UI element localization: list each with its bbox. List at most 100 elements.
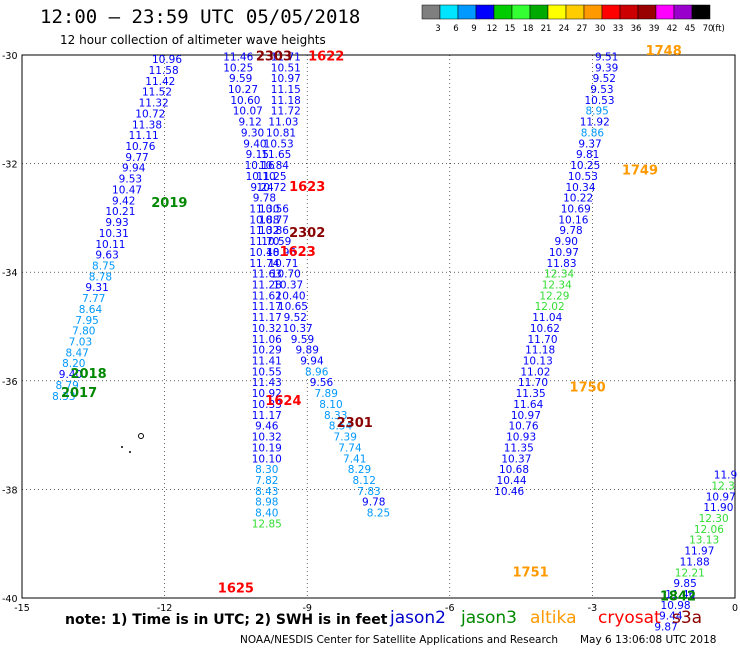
data-point-label: 12.06 (694, 524, 724, 536)
data-point-label: 12.34 (544, 269, 574, 281)
data-point-label: 10.25 (223, 62, 253, 74)
colorbar-tick: 9 (471, 24, 476, 34)
data-point-label: 11.15 (271, 84, 301, 96)
colorbar-swatch (475, 4, 495, 20)
colorbar-tick: 24 (559, 24, 570, 34)
credit-line: NOAA/NESDIS Center for Satellite Applica… (240, 634, 558, 646)
data-point-label: 8.12 (353, 475, 376, 487)
timestamp: May 6 13:06:08 UTC 2018 (580, 634, 717, 646)
island-marker (138, 433, 144, 439)
data-point-label: 10.88 (249, 214, 279, 226)
legend-altika: altika (530, 608, 577, 628)
data-point-label: 10.16 (558, 214, 588, 226)
colorbar-tick: 39 (649, 24, 660, 34)
colorbar-swatch (601, 4, 621, 20)
data-point-label: 9.30 (241, 127, 264, 139)
pass-time-label: 1751 (513, 565, 549, 580)
legend-s3a: s3a (672, 608, 703, 628)
data-point-label: 8.25 (367, 508, 390, 520)
plot-area: -15 -12 -9 -6 -3 0-30-32-34-36-38-40 (2, 51, 738, 614)
colorbar-tick: 6 (453, 24, 458, 34)
data-point-label: 10.34 (565, 182, 595, 194)
data-point-label: 8.95 (585, 106, 608, 118)
page-subtitle: 12 hour collection of altimeter wave hei… (60, 33, 326, 47)
colorbar-tick: 15 (505, 24, 516, 34)
pass-time-label: 1623 (289, 180, 325, 195)
data-point-label: 11.88 (680, 556, 710, 568)
data-point-label: 11.17 (252, 410, 282, 422)
data-point-label: 8.47 (65, 347, 88, 359)
data-point-label: 12.85 (252, 518, 282, 530)
data-point-label: 10.76 (125, 141, 155, 153)
data-point-label: 10.72 (257, 182, 287, 194)
data-point-label: 10.68 (499, 464, 529, 476)
legend-cryosat: cryosat (598, 608, 661, 628)
data-point-label: 11.18 (271, 95, 301, 107)
data-point-label: 9.87 (654, 622, 677, 634)
data-point-label: 12.21 (675, 567, 705, 579)
data-point-label: 10.48 (249, 247, 279, 259)
data-point-label: 9.12 (238, 117, 261, 129)
data-point-label: 10.98 (661, 600, 691, 612)
pass-time-label: 2302 (289, 226, 325, 241)
data-point-label: 11.74 (249, 258, 279, 270)
pass-time-label: 2018 (70, 367, 106, 382)
data-point-label: 10.59 (261, 236, 291, 248)
data-point-label: 8.20 (62, 358, 85, 370)
data-point-label: 11.02 (520, 366, 550, 378)
data-point-label: 10.19 (252, 442, 282, 454)
data-point-label: 10.40 (276, 290, 306, 302)
legend-jason2: jason2 (390, 608, 446, 628)
data-point-label: 10.92 (252, 388, 282, 400)
pass-time-label: 2019 (151, 196, 187, 211)
data-point-label: 11.46 (665, 589, 695, 601)
data-point-label: 8.64 (79, 304, 103, 316)
colorbar-swatch (439, 4, 459, 20)
data-point-label: 7.03 (69, 337, 92, 349)
pass-time-label: 2017 (61, 386, 97, 401)
data-point-label: 8.79 (55, 380, 78, 392)
x-tick-label: 0 (732, 603, 738, 614)
colorbar-tick: 3 (435, 24, 440, 34)
data-point-label: 9.63 (95, 250, 118, 262)
data-point-label: 9.53 (119, 174, 142, 186)
data-point-label: 11.35 (516, 388, 546, 400)
data-point-label: 9.51 (595, 51, 618, 63)
data-point-label: 10.84 (259, 160, 289, 172)
data-point-label: 10.47 (112, 184, 142, 196)
data-point-label: 10.97 (549, 247, 579, 259)
data-point-label: 11.65 (261, 149, 291, 161)
pass-time-label: 1750 (570, 381, 606, 396)
data-point-label: 8.78 (89, 271, 112, 283)
data-point-label: 10.69 (561, 203, 591, 215)
data-point-label: 11.46 (223, 51, 253, 63)
data-point-label: 8.30 (255, 464, 278, 476)
data-point-label: 10.10 (252, 453, 282, 465)
x-tick-label: -12 (157, 603, 173, 614)
data-point-label: 9.31 (85, 282, 108, 294)
data-point-label: 12.30 (699, 513, 729, 525)
data-point-label: 10.53 (568, 171, 598, 183)
colorbar-swatch (691, 4, 711, 20)
data-point-label: 10.56 (259, 203, 289, 215)
data-point-label: 10.72 (135, 108, 165, 120)
data-point-label: 10.22 (563, 193, 593, 205)
pass-time-label: 1622 (308, 49, 344, 64)
data-point-label: 11.17 (252, 312, 282, 324)
island-dot (129, 451, 131, 453)
data-point-label: 9.89 (296, 345, 319, 357)
data-point-label: 10.70 (271, 269, 301, 281)
colorbar-swatch (655, 4, 675, 20)
data-point-label: 8.40 (255, 508, 278, 520)
colorbar-tick: 21 (541, 24, 552, 34)
data-point-label: 7.39 (334, 432, 357, 444)
colorbar-tick: 27 (577, 24, 588, 34)
data-point-label: 7.77 (82, 293, 105, 305)
island-dot (121, 446, 123, 448)
colorbar-swatch (673, 4, 693, 20)
data-point-label: 10.13 (523, 356, 553, 368)
data-point-label: 9.40 (243, 138, 266, 150)
pass-time-label: 2303 (256, 49, 292, 64)
data-point-label: 10.97 (271, 73, 301, 85)
